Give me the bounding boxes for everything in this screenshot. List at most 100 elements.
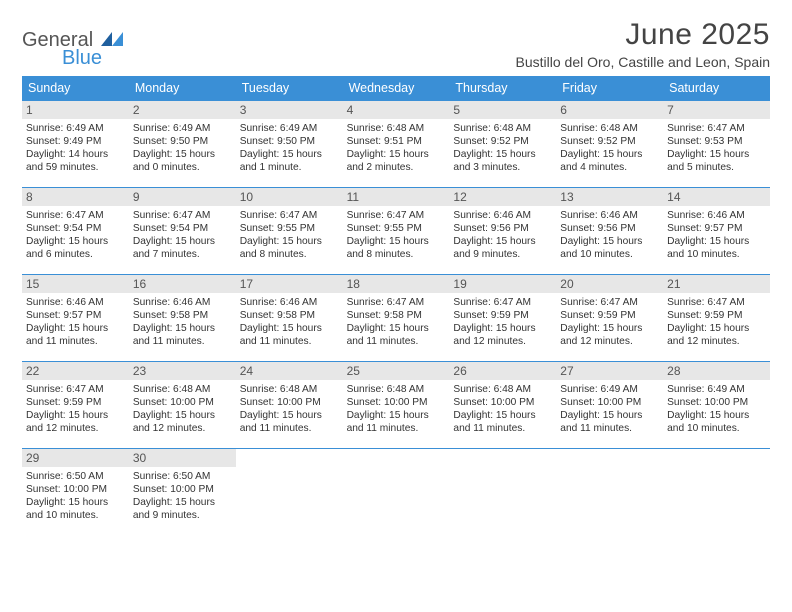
day-number: 7: [663, 101, 770, 119]
sunset-line: Sunset: 10:00 PM: [453, 396, 552, 409]
sunset-line: Sunset: 9:59 PM: [453, 309, 552, 322]
day-cell: 18Sunrise: 6:47 AMSunset: 9:58 PMDayligh…: [343, 275, 450, 361]
day-header: Monday: [129, 76, 236, 101]
daylight-line: Daylight: 15 hours: [26, 235, 125, 248]
sunset-line: Sunset: 9:51 PM: [347, 135, 446, 148]
daylight-line: and 11 minutes.: [240, 422, 339, 435]
logo: General Blue: [22, 22, 123, 70]
daylight-line: Daylight: 15 hours: [667, 235, 766, 248]
day-cell: 1Sunrise: 6:49 AMSunset: 9:49 PMDaylight…: [22, 101, 129, 187]
daylight-line: Daylight: 14 hours: [26, 148, 125, 161]
daylight-line: and 5 minutes.: [667, 161, 766, 174]
sunset-line: Sunset: 9:54 PM: [26, 222, 125, 235]
daylight-line: and 11 minutes.: [240, 335, 339, 348]
daylight-line: Daylight: 15 hours: [560, 322, 659, 335]
sunset-line: Sunset: 9:59 PM: [667, 309, 766, 322]
sunrise-line: Sunrise: 6:49 AM: [560, 383, 659, 396]
daylight-line: and 12 minutes.: [453, 335, 552, 348]
day-number: 21: [663, 275, 770, 293]
daylight-line: Daylight: 15 hours: [453, 148, 552, 161]
sunrise-line: Sunrise: 6:46 AM: [26, 296, 125, 309]
day-cell: 3Sunrise: 6:49 AMSunset: 9:50 PMDaylight…: [236, 101, 343, 187]
sunset-line: Sunset: 9:55 PM: [347, 222, 446, 235]
daylight-line: and 11 minutes.: [453, 422, 552, 435]
week-row: 29 Sunrise: 6:50 AMSunset: 10:00 PMDaylig…: [22, 449, 770, 535]
day-header: Sunday: [22, 76, 129, 101]
day-cell: 27Sunrise: 6:49 AMSunset: 10:00 PMDaylig…: [556, 362, 663, 448]
sunrise-line: Sunrise: 6:47 AM: [347, 296, 446, 309]
daylight-line: Daylight: 15 hours: [560, 148, 659, 161]
daylight-line: and 9 minutes.: [133, 509, 232, 522]
sunset-line: Sunset: 9:58 PM: [347, 309, 446, 322]
daylight-line: Daylight: 15 hours: [667, 148, 766, 161]
calendar: SundayMondayTuesdayWednesdayThursdayFrid…: [22, 76, 770, 535]
daylight-line: and 12 minutes.: [667, 335, 766, 348]
sunset-line: Sunset: 9:55 PM: [240, 222, 339, 235]
header: General Blue June 2025 Bustillo del Oro,…: [22, 18, 770, 70]
sunset-line: Sunset: 10:00 PM: [560, 396, 659, 409]
empty-cell: [343, 449, 450, 535]
day-cell: 11Sunrise: 6:47 AMSunset: 9:55 PMDayligh…: [343, 188, 450, 274]
daylight-line: and 2 minutes.: [347, 161, 446, 174]
daylight-line: and 11 minutes.: [26, 335, 125, 348]
week-row: 22Sunrise: 6:47 AMSunset: 9:59 PMDayligh…: [22, 362, 770, 449]
day-cell: 4Sunrise: 6:48 AMSunset: 9:51 PMDaylight…: [343, 101, 450, 187]
sunrise-line: Sunrise: 6:48 AM: [240, 383, 339, 396]
sunset-line: Sunset: 9:50 PM: [133, 135, 232, 148]
sunrise-line: Sunrise: 6:48 AM: [453, 383, 552, 396]
day-cell: 19 Sunrise: 6:47 AMSunset: 9:59 PMDayligh…: [449, 275, 556, 361]
daylight-line: and 11 minutes.: [347, 422, 446, 435]
daylight-line: Daylight: 15 hours: [133, 409, 232, 422]
daylight-line: and 10 minutes.: [667, 248, 766, 261]
sunrise-line: Sunrise: 6:49 AM: [667, 383, 766, 396]
sunset-line: Sunset: 10:00 PM: [26, 483, 125, 496]
location: Bustillo del Oro, Castille and Leon, Spa…: [516, 54, 770, 70]
sunset-line: Sunset: 9:53 PM: [667, 135, 766, 148]
day-cell: 15Sunrise: 6:46 AMSunset: 9:57 PMDayligh…: [22, 275, 129, 361]
sunrise-line: Sunrise: 6:47 AM: [453, 296, 552, 309]
sunset-line: Sunset: 9:59 PM: [560, 309, 659, 322]
sunset-line: Sunset: 9:59 PM: [26, 396, 125, 409]
sunrise-line: Sunrise: 6:48 AM: [347, 122, 446, 135]
day-cell: 10Sunrise: 6:47 AMSunset: 9:55 PMDayligh…: [236, 188, 343, 274]
day-cell: 12Sunrise: 6:46 AMSunset: 9:56 PMDayligh…: [449, 188, 556, 274]
sunrise-line: Sunrise: 6:47 AM: [667, 122, 766, 135]
sunrise-line: Sunrise: 6:47 AM: [240, 209, 339, 222]
daylight-line: Daylight: 15 hours: [26, 496, 125, 509]
daylight-line: Daylight: 15 hours: [347, 409, 446, 422]
daylight-line: and 11 minutes.: [133, 335, 232, 348]
sunset-line: Sunset: 9:58 PM: [133, 309, 232, 322]
day-number: 12: [449, 188, 556, 206]
empty-cell: [556, 449, 663, 535]
day-cell: 5Sunrise: 6:48 AMSunset: 9:52 PMDaylight…: [449, 101, 556, 187]
day-header: Friday: [556, 76, 663, 101]
empty-cell: [663, 449, 770, 535]
day-number: 30: [129, 449, 236, 467]
day-number: 19: [449, 275, 556, 293]
daylight-line: and 12 minutes.: [133, 422, 232, 435]
daylight-line: and 4 minutes.: [560, 161, 659, 174]
title-block: June 2025 Bustillo del Oro, Castille and…: [516, 18, 770, 70]
empty-cell: [236, 449, 343, 535]
sunset-line: Sunset: 10:00 PM: [347, 396, 446, 409]
logo-text: General Blue: [22, 30, 123, 70]
daylight-line: and 8 minutes.: [347, 248, 446, 261]
day-number: 23: [129, 362, 236, 380]
sunrise-line: Sunrise: 6:47 AM: [560, 296, 659, 309]
daylight-line: Daylight: 15 hours: [240, 409, 339, 422]
daylight-line: and 3 minutes.: [453, 161, 552, 174]
day-number: 1: [22, 101, 129, 119]
daylight-line: and 8 minutes.: [240, 248, 339, 261]
sunset-line: Sunset: 9:56 PM: [560, 222, 659, 235]
sunset-line: Sunset: 9:54 PM: [133, 222, 232, 235]
daylight-line: Daylight: 15 hours: [26, 322, 125, 335]
sunrise-line: Sunrise: 6:50 AM: [26, 470, 125, 483]
daylight-line: Daylight: 15 hours: [453, 409, 552, 422]
daylight-line: Daylight: 15 hours: [453, 322, 552, 335]
sunrise-line: Sunrise: 6:48 AM: [347, 383, 446, 396]
sunrise-line: Sunrise: 6:47 AM: [133, 209, 232, 222]
sunrise-line: Sunrise: 6:47 AM: [347, 209, 446, 222]
day-number: 20: [556, 275, 663, 293]
day-number: 29: [22, 449, 129, 467]
day-cell: 13Sunrise: 6:46 AMSunset: 9:56 PMDayligh…: [556, 188, 663, 274]
